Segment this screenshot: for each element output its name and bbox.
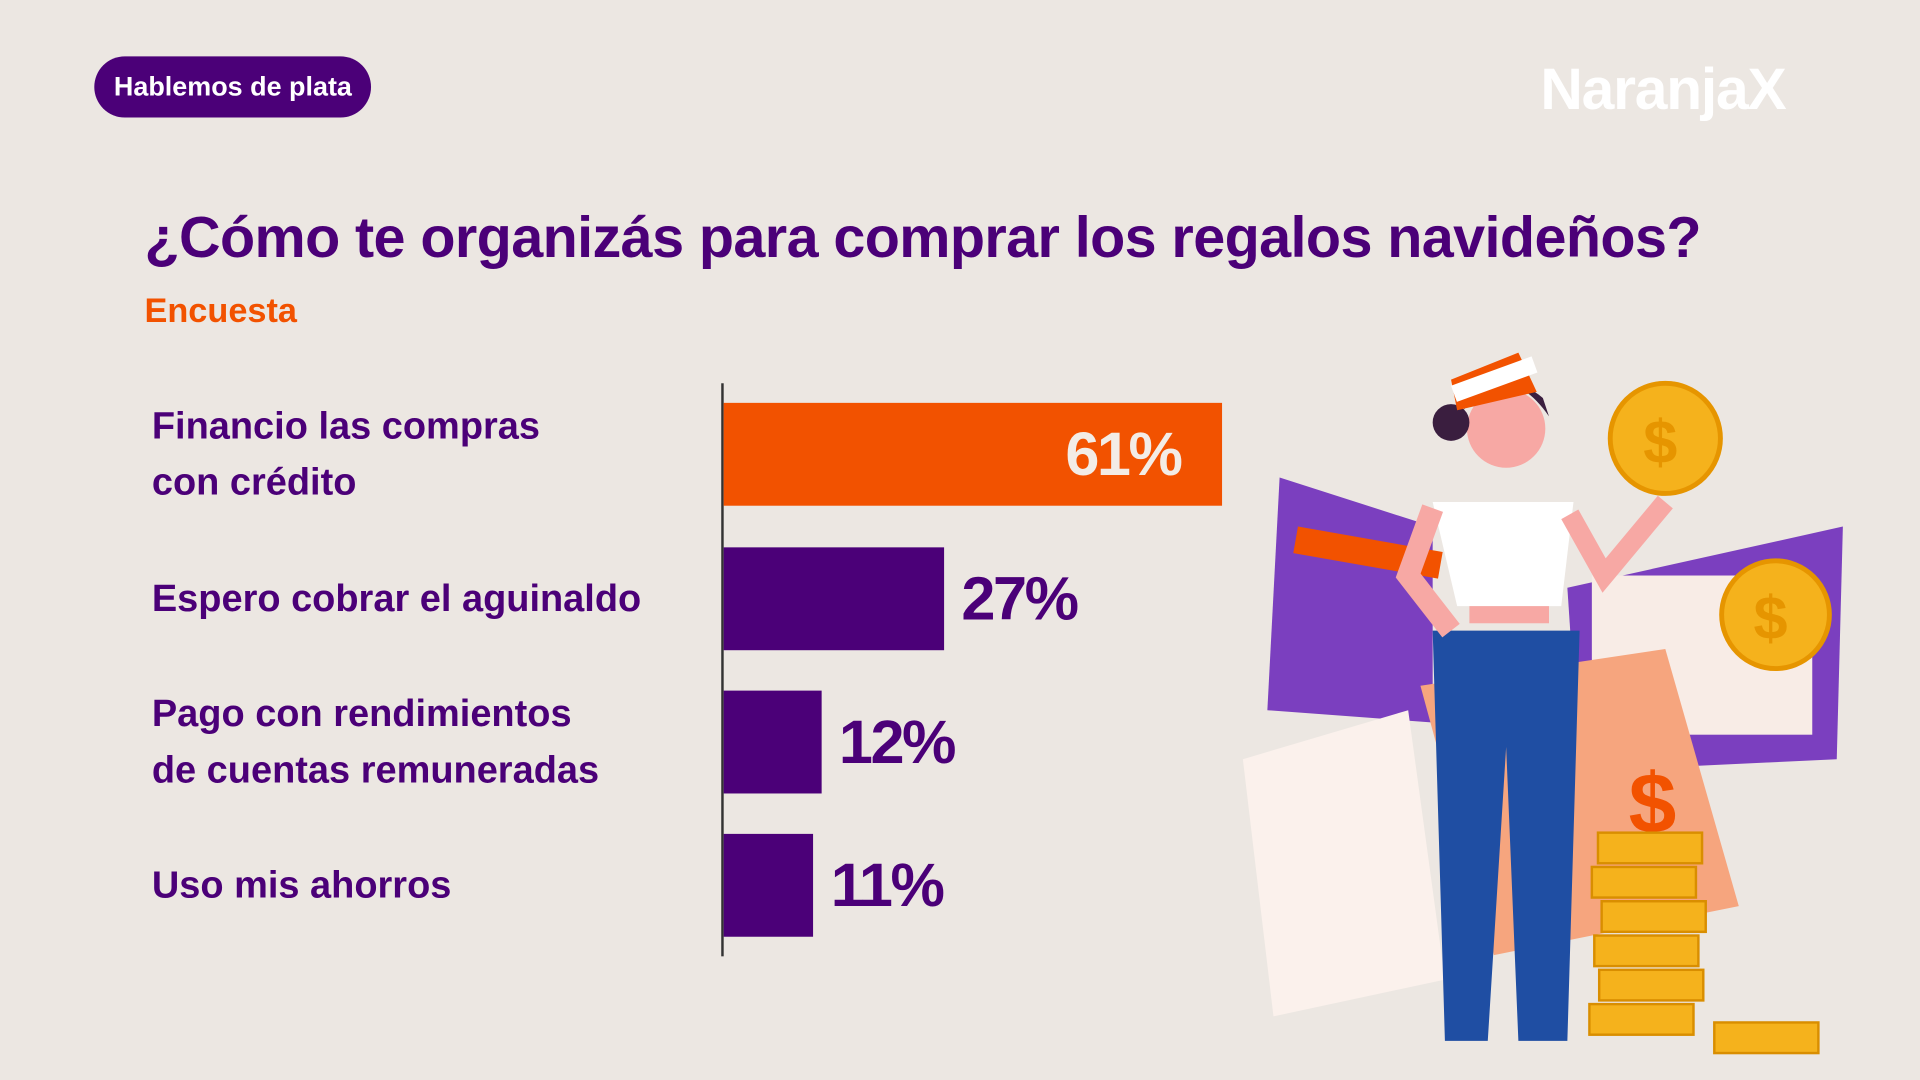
y-axis-line [721,383,724,957]
category-label: Espero cobrar el aguinaldo [152,571,641,627]
category-label-line: Espero cobrar el aguinaldo [151,576,642,620]
category-label-line: Pago con rendimientos [151,691,572,735]
bar [723,833,814,937]
svg-text:$: $ [1753,584,1787,652]
bar [723,547,945,651]
bar [723,690,822,794]
category-label: Pago con rendimientos de cuentas remunera… [152,686,599,799]
data-label: 27% [961,564,1079,634]
chart-title: ¿Cómo te organizás para comprar los rega… [144,204,1701,270]
category-label-line: de cuentas remuneradas [151,748,600,792]
category-label-line: con crédito [151,460,357,504]
category-label: Uso mis ahorros [152,857,452,913]
category-label-line: Financio las compras [151,404,541,447]
data-label: 11% [830,851,945,920]
category-label-line: Uso mis ahorros [151,863,452,907]
naranjax-logo: NaranjaX [1540,57,1786,123]
data-label: 61% [1065,420,1183,489]
bar [723,402,1223,506]
svg-text:$: $ [1643,408,1677,476]
section-tag: Hablemos de plata [94,56,372,118]
woman-with-wallet-illustration: $ $ $ [1242,352,1843,1055]
chart-subtitle: Encuesta [144,291,297,330]
data-label: 12% [838,707,957,777]
category-label: Financio las compras con crédito [152,398,540,511]
